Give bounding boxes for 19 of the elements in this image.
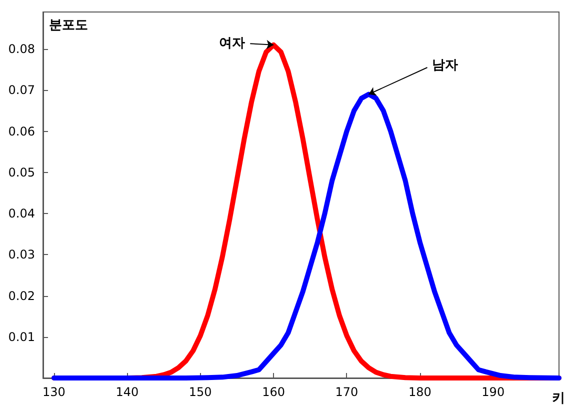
x-tick-label: 130	[42, 385, 66, 399]
y-tick-label: 0.03	[8, 248, 35, 262]
y-tick-label: 0.04	[8, 206, 35, 221]
x-tick-label: 170	[335, 385, 358, 399]
y-tick-label: 0.02	[8, 288, 35, 303]
x-axis-title: 키	[552, 391, 565, 406]
y-tick-label: 0.01	[8, 330, 35, 344]
x-tick-label: 140	[116, 385, 139, 399]
x-tick-label: 190	[482, 385, 505, 399]
annotation: 남자	[432, 58, 458, 73]
y-axis-title: 분포도	[49, 18, 88, 33]
x-tick-label: 150	[188, 385, 212, 399]
y-tick-label: 0.08	[8, 42, 35, 56]
y-tick-label: 0.06	[8, 124, 35, 138]
y-tick-label: 0.05	[8, 165, 35, 180]
annotation: 여자	[219, 36, 246, 51]
x-tick-label: 160	[262, 385, 286, 399]
y-tick-label: 0.07	[8, 83, 35, 98]
x-tick-label: 180	[408, 385, 432, 399]
